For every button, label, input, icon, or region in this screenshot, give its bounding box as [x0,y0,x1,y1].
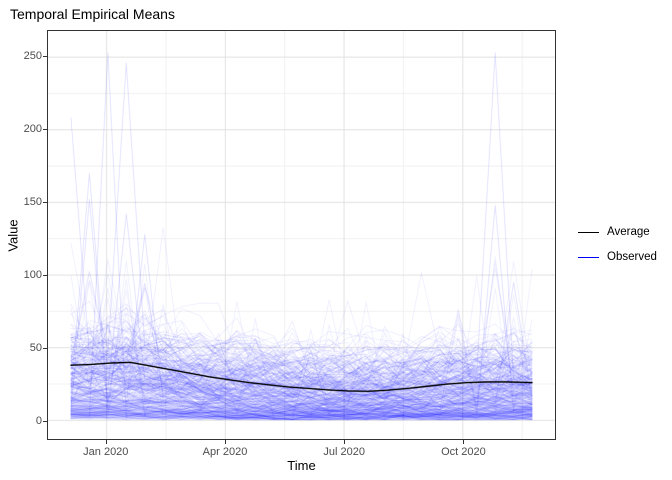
x-tick-label: Jan 2020 [83,446,129,458]
x-tick-mark [344,440,346,444]
x-tick-label: Apr 2020 [202,446,248,458]
chart-title: Temporal Empirical Means [10,6,175,22]
legend: Average Observed [578,224,657,265]
y-tick-label: 50 [29,341,42,354]
chart-canvas [48,31,555,439]
x-tick-label: Jul 2020 [323,446,365,458]
y-tick-label: 0 [35,414,42,427]
legend-item-label: Average [607,226,650,238]
legend-key-line [578,231,599,233]
plot-panel [47,30,556,440]
x-tick-mark [463,440,465,444]
legend-item-observed: Observed [578,249,657,265]
y-tick-label: 250 [23,49,42,62]
legend-item-label: Observed [607,251,657,263]
y-tick-label: 200 [23,122,42,135]
y-axis-label: Value [5,219,21,252]
x-tick-label: Oct 2020 [441,446,486,458]
legend-item-average: Average [578,224,657,240]
x-tick-mark [105,440,107,444]
legend-key-line [578,256,599,258]
x-axis-label: Time [287,458,316,473]
x-tick-mark [225,440,226,444]
